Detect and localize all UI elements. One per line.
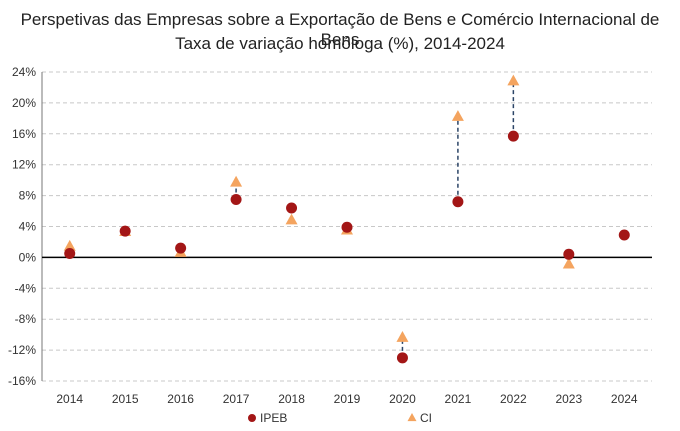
y-tick-label: 8%	[19, 189, 37, 203]
ipeb-point	[618, 229, 630, 241]
ipeb-point	[396, 352, 408, 364]
ipeb-point	[119, 225, 131, 237]
legend-ci-label: CI	[420, 411, 432, 425]
y-tick-label: 4%	[19, 220, 37, 234]
y-tick-label: -12%	[8, 343, 36, 357]
x-tick-label: 2022	[500, 392, 527, 406]
y-tick-label: -4%	[15, 281, 37, 295]
x-tick-label: 2021	[445, 392, 472, 406]
ci-point	[451, 110, 464, 121]
x-tick-label: 2023	[555, 392, 582, 406]
ci-point	[285, 213, 298, 225]
x-tick-label: 2017	[223, 392, 250, 406]
ipeb-point	[507, 130, 519, 142]
y-tick-label: 0%	[19, 250, 37, 264]
ci-point	[63, 239, 76, 251]
chart-subtitle: Taxa de variação homóloga (%), 2014-2024	[175, 34, 505, 53]
ci-point	[396, 331, 409, 342]
legend-ci-marker	[407, 412, 417, 422]
ipeb-point	[452, 196, 464, 208]
x-tick-label: 2014	[56, 392, 83, 406]
y-tick-label: 16%	[12, 127, 36, 141]
x-tick-label: 2015	[112, 392, 139, 406]
ipeb-point	[286, 202, 298, 214]
y-tick-label: 12%	[12, 158, 36, 172]
legend-ipeb-marker	[248, 414, 256, 422]
y-tick-label: 24%	[12, 65, 36, 79]
ipeb-point	[341, 221, 353, 233]
x-tick-label: 2018	[278, 392, 305, 406]
y-tick-label: -8%	[15, 312, 37, 326]
ipeb-point	[563, 248, 575, 260]
ipeb-point	[230, 193, 242, 205]
chart-title: Perspetivas das Empresas sobre a Exporta…	[20, 10, 660, 49]
ci-point	[230, 175, 243, 187]
x-tick-label: 2020	[389, 392, 416, 406]
x-tick-label: 2016	[167, 392, 194, 406]
legend-ipeb-label: IPEB	[260, 411, 287, 425]
y-tick-label: 20%	[12, 96, 36, 110]
x-tick-label: 2024	[611, 392, 638, 406]
ci-point	[507, 74, 520, 86]
ipeb-point	[64, 248, 76, 260]
x-tick-label: 2019	[334, 392, 361, 406]
ipeb-point	[175, 242, 187, 254]
ci-point	[562, 257, 575, 269]
y-tick-label: -16%	[8, 374, 36, 388]
